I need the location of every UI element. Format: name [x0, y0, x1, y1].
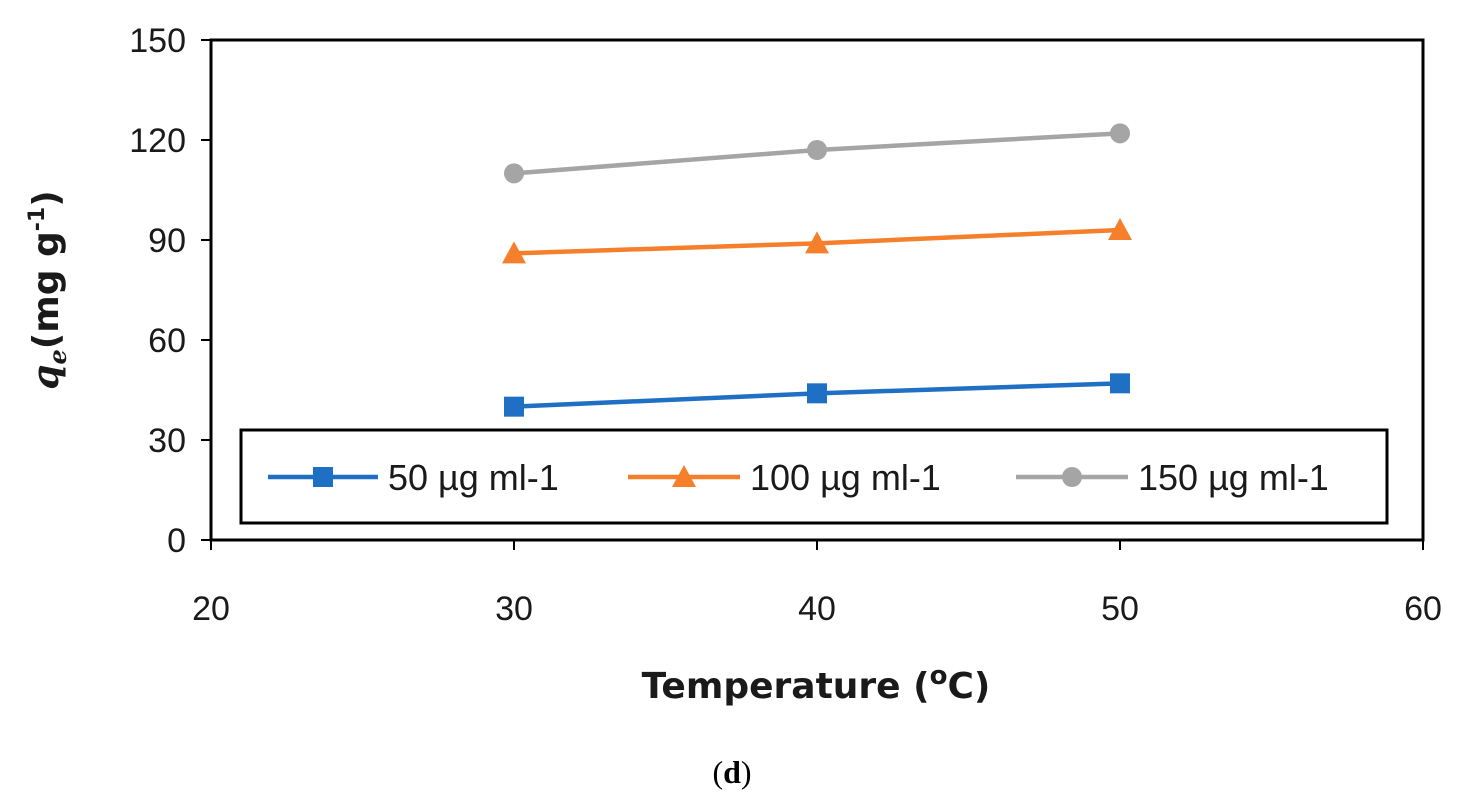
y-axis-title-sub: e	[43, 349, 72, 364]
legend-item: 150 µg ml-1	[1016, 457, 1329, 498]
x-axis-ticks: 20 30 40 50 60	[192, 540, 1442, 628]
y-axis-title-close: )	[26, 190, 67, 206]
series-layer	[502, 123, 1132, 417]
x-axis-title-sup: o	[930, 661, 948, 691]
data-point	[504, 163, 524, 184]
y-axis-title: qe(mg g-1)	[25, 190, 72, 389]
series-1	[504, 373, 1130, 417]
x-tick-label: 50	[1101, 590, 1139, 628]
data-point	[502, 241, 526, 264]
legend-label: 100 µg ml-1	[750, 457, 941, 498]
data-point	[807, 383, 827, 404]
y-axis-title-var: q	[25, 365, 67, 390]
legend-swatch-marker	[1062, 467, 1082, 487]
panel-caption-letter: d	[723, 754, 741, 790]
panel-caption-close: )	[741, 754, 752, 790]
y-axis-title-sup: -1	[25, 207, 50, 231]
legend-items: 50 µg ml-1 100 µg ml-1 150 µg ml-1	[268, 457, 1329, 498]
legend-swatch-marker	[672, 465, 696, 487]
legend: 50 µg ml-1 100 µg ml-1 150 µg ml-1	[239, 428, 1389, 525]
panel-caption-open: (	[712, 754, 723, 790]
series-2	[502, 218, 1132, 264]
x-tick-label: 30	[495, 590, 533, 628]
y-tick-label: 150	[129, 22, 186, 60]
legend-item: 100 µg ml-1	[628, 457, 941, 498]
data-point	[1110, 373, 1130, 394]
legend-label: 150 µg ml-1	[1138, 457, 1329, 498]
y-tick-label: 30	[148, 422, 186, 460]
legend-box	[239, 428, 1389, 525]
y-tick-label: 90	[148, 222, 186, 260]
data-point	[504, 396, 524, 417]
data-point	[1110, 123, 1130, 144]
y-axis-title-units: (mg g	[26, 231, 67, 349]
y-tick-label: 60	[148, 322, 186, 360]
legend-item: 50 µg ml-1	[268, 457, 559, 498]
data-point	[805, 231, 829, 254]
x-axis-title: Temperature (oC)	[642, 661, 991, 707]
x-axis-title-tail: C)	[947, 666, 990, 707]
x-axis-title-main: Temperature (	[642, 666, 930, 707]
y-tick-label: 120	[129, 122, 186, 160]
data-point	[1108, 218, 1132, 240]
x-tick-label: 20	[192, 590, 230, 628]
legend-label: 50 µg ml-1	[388, 457, 559, 498]
y-tick-label: 0	[167, 522, 186, 560]
x-tick-label: 60	[1404, 590, 1442, 628]
x-tick-label: 40	[798, 590, 836, 628]
y-axis-ticks: 0 30 60 90 120 150	[129, 22, 211, 560]
data-point	[807, 140, 827, 160]
panel-caption: (d)	[712, 754, 751, 790]
series-3	[504, 123, 1130, 184]
legend-swatch-marker	[313, 467, 333, 487]
